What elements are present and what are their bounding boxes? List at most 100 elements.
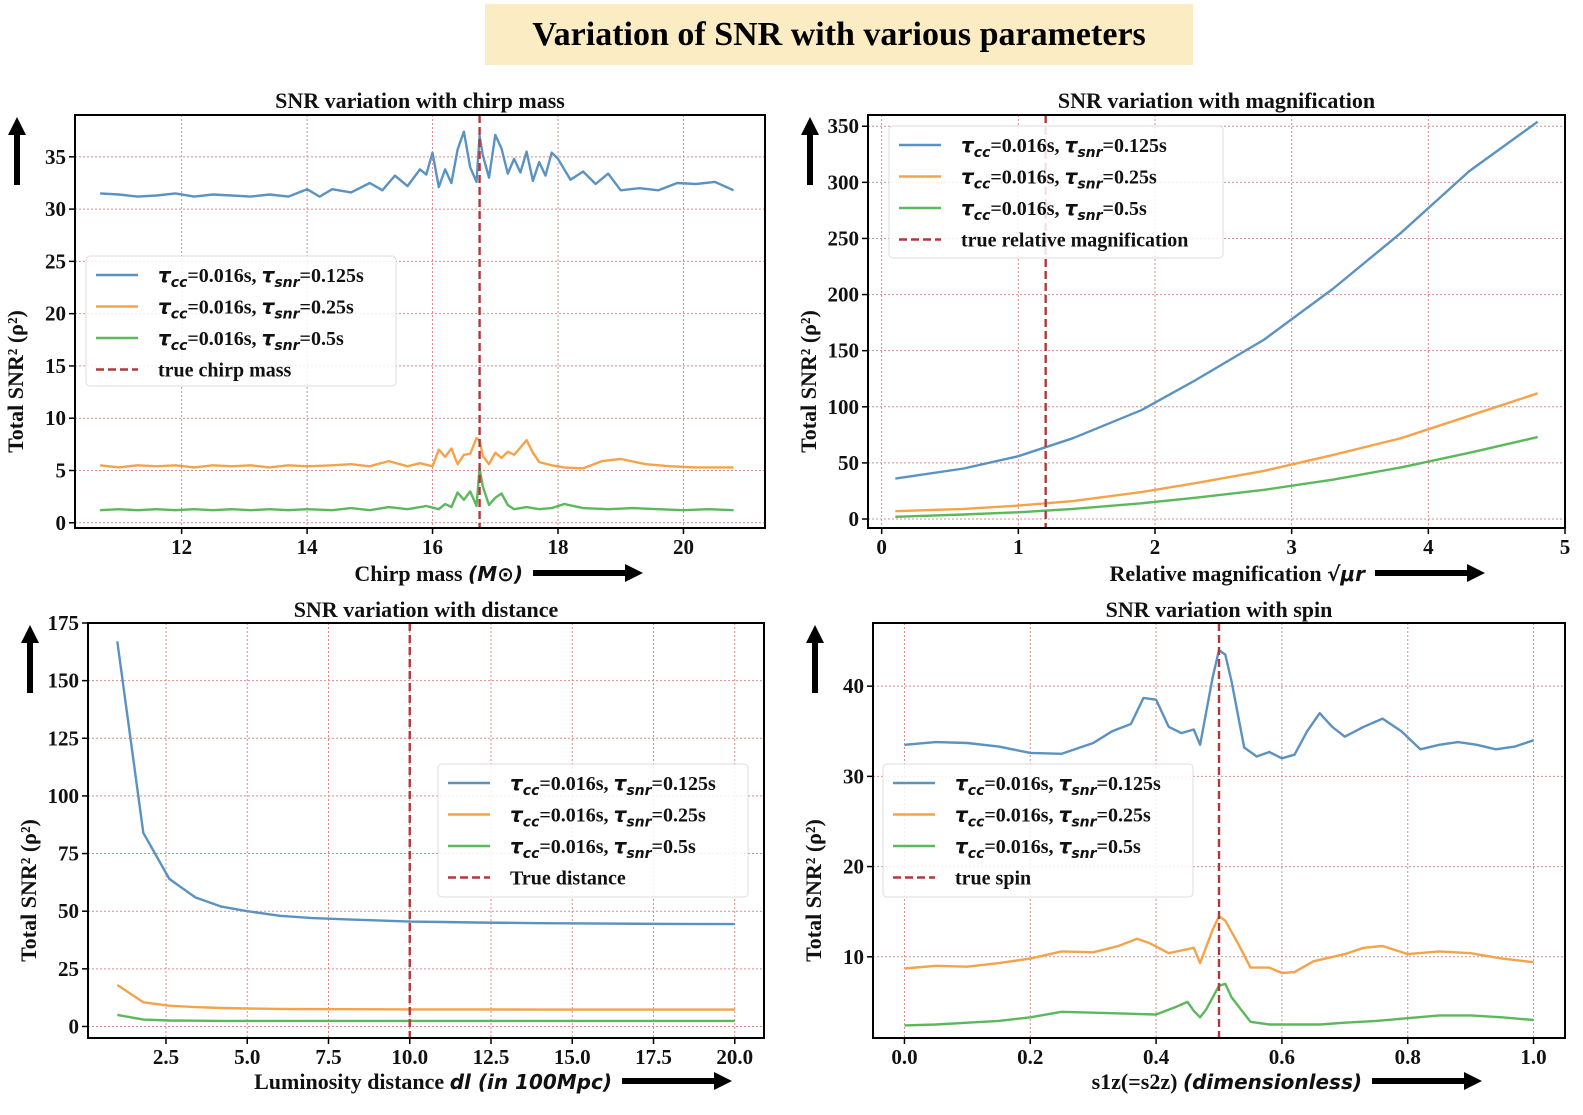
- y-axis-label: Total SNR² (ρ²): [801, 819, 826, 962]
- y-tick-label: 0: [69, 1014, 80, 1038]
- x-tick-label: 1.0: [1520, 1045, 1546, 1069]
- y-tick-label: 20: [843, 855, 864, 879]
- y-axis-label: Total SNR² (ρ²): [3, 310, 28, 453]
- x-tick-label: 0.0: [891, 1045, 917, 1069]
- legend-label-4: true chirp mass: [158, 360, 292, 382]
- x-tick-label: 18: [548, 535, 569, 559]
- plot-frame: [87, 622, 765, 1039]
- legend-label-1: τcc=0.016s, τsnr=0.125s: [158, 263, 364, 291]
- series-line-1: [116, 641, 735, 926]
- y-tick-label: 15: [45, 354, 66, 378]
- x-tick-label: 2.5: [153, 1045, 179, 1069]
- legend-label-4: true spin: [955, 868, 1031, 890]
- x-axis-arrow-head: [1464, 1072, 1482, 1090]
- legend-label-3: τcc=0.016s, τsnr=0.5s: [955, 834, 1141, 862]
- y-tick-label: 175: [48, 611, 80, 635]
- x-tick-label: 16: [422, 535, 443, 559]
- legend-label-2: τcc=0.016s, τsnr=0.25s: [510, 803, 706, 831]
- legend-label-3: τcc=0.016s, τsnr=0.5s: [158, 326, 344, 354]
- legend-box: [85, 255, 397, 387]
- x-tick-label: 0.2: [1017, 1045, 1043, 1069]
- y-tick-label: 40: [843, 674, 864, 698]
- legend-label-4: true relative magnification: [961, 230, 1188, 252]
- x-tick-label: 15.0: [554, 1045, 591, 1069]
- x-tick-label: 17.5: [635, 1045, 672, 1069]
- y-tick-label: 5: [56, 458, 67, 482]
- x-tick-label: 0: [876, 535, 887, 559]
- y-tick-label: 350: [828, 114, 860, 138]
- legend-box: [437, 763, 749, 898]
- series-line-1: [904, 648, 1534, 760]
- series-line-3: [895, 435, 1538, 518]
- x-tick-label: 7.5: [315, 1045, 341, 1069]
- y-tick-label: 100: [48, 784, 80, 808]
- legend-label-4: True distance: [510, 868, 626, 890]
- y-axis-label: Total SNR² (ρ²): [796, 310, 821, 453]
- x-tick-label: 5: [1560, 535, 1571, 559]
- y-axis-label: Total SNR² (ρ²): [16, 819, 41, 962]
- x-tick-label: 12.5: [473, 1045, 510, 1069]
- legend-label-3: τcc=0.016s, τsnr=0.5s: [961, 196, 1147, 224]
- series-line-2: [99, 436, 734, 470]
- y-tick-label: 75: [58, 842, 79, 866]
- chart-title: SNR variation with magnification: [1058, 88, 1375, 113]
- series-line-2: [116, 984, 735, 1011]
- series-line-1: [100, 130, 735, 198]
- chart-panel-3: 2.5 5.0 7.5 10.0 12.5 15.0 17.5 20.0 0 25 50 75 100 1…: [16, 597, 765, 1094]
- x-tick-label: 0.8: [1395, 1045, 1421, 1069]
- legend-label-1: τcc=0.016s, τsnr=0.125s: [510, 771, 716, 799]
- figure-title: Variation of SNR with various parameters: [532, 15, 1146, 53]
- legend-box: [888, 125, 1224, 259]
- y-axis-arrow-head: [801, 117, 819, 135]
- series-line-3: [100, 467, 734, 512]
- chart-panel-4: 0.0 0.2 0.4 0.6 0.8 1.0 10 20 30 40 SNR variation …: [801, 597, 1566, 1094]
- chart-title: SNR variation with distance: [294, 597, 559, 622]
- y-axis-arrow-head: [8, 117, 26, 135]
- x-tick-label: 14: [297, 535, 319, 559]
- series-line-2: [895, 392, 1539, 513]
- y-tick-label: 250: [828, 226, 860, 250]
- x-tick-label: 1: [1013, 535, 1024, 559]
- legend-box: [882, 763, 1194, 898]
- y-tick-label: 10: [843, 945, 864, 969]
- x-tick-label: 2: [1150, 535, 1161, 559]
- y-tick-label: 30: [45, 197, 66, 221]
- x-axis-label: s1z(=s2z) (dimensionless): [1092, 1069, 1362, 1094]
- legend-label-2: τcc=0.016s, τsnr=0.25s: [961, 165, 1157, 193]
- plot-frame: [867, 114, 1566, 529]
- x-tick-label: 20: [673, 535, 694, 559]
- y-tick-label: 100: [828, 395, 860, 419]
- x-axis-arrow-head: [625, 564, 643, 582]
- x-axis-label: Luminosity distance dl (in 100Mpc): [254, 1069, 612, 1094]
- y-tick-label: 50: [58, 899, 79, 923]
- series-line-3: [904, 982, 1534, 1027]
- legend-label-1: τcc=0.016s, τsnr=0.125s: [961, 133, 1167, 161]
- legend-label-2: τcc=0.016s, τsnr=0.25s: [955, 803, 1151, 831]
- x-tick-label: 4: [1423, 535, 1434, 559]
- legend-label-2: τcc=0.016s, τsnr=0.25s: [158, 295, 354, 323]
- x-tick-label: 12: [171, 535, 192, 559]
- y-tick-label: 300: [828, 170, 860, 194]
- y-tick-label: 125: [48, 726, 80, 750]
- x-tick-label: 0.6: [1269, 1045, 1295, 1069]
- series-line-3: [117, 1013, 735, 1023]
- x-tick-label: 20.0: [716, 1045, 753, 1069]
- chart-panel-1: 12 14 16 18 20 0 5 10 15 20 25 30 35 SNR variation wi…: [3, 88, 766, 586]
- y-tick-label: 150: [48, 669, 80, 693]
- chart-title: SNR variation with spin: [1106, 597, 1333, 622]
- x-tick-label: 10.0: [391, 1045, 428, 1069]
- y-tick-label: 50: [838, 451, 859, 475]
- figure-title-box: Variation of SNR with various parameters: [485, 4, 1193, 65]
- chart-title: SNR variation with chirp mass: [275, 88, 565, 113]
- x-axis-arrow-head: [714, 1072, 732, 1090]
- plot-frame: [872, 622, 1566, 1039]
- x-axis-label: Relative magnification √μr: [1110, 561, 1367, 586]
- x-tick-label: 5.0: [234, 1045, 260, 1069]
- y-tick-label: 35: [45, 145, 66, 169]
- y-tick-label: 20: [45, 302, 66, 326]
- y-axis-arrow-head: [21, 625, 39, 643]
- legend-label-1: τcc=0.016s, τsnr=0.125s: [955, 771, 1161, 799]
- y-axis-arrow-head: [806, 625, 824, 643]
